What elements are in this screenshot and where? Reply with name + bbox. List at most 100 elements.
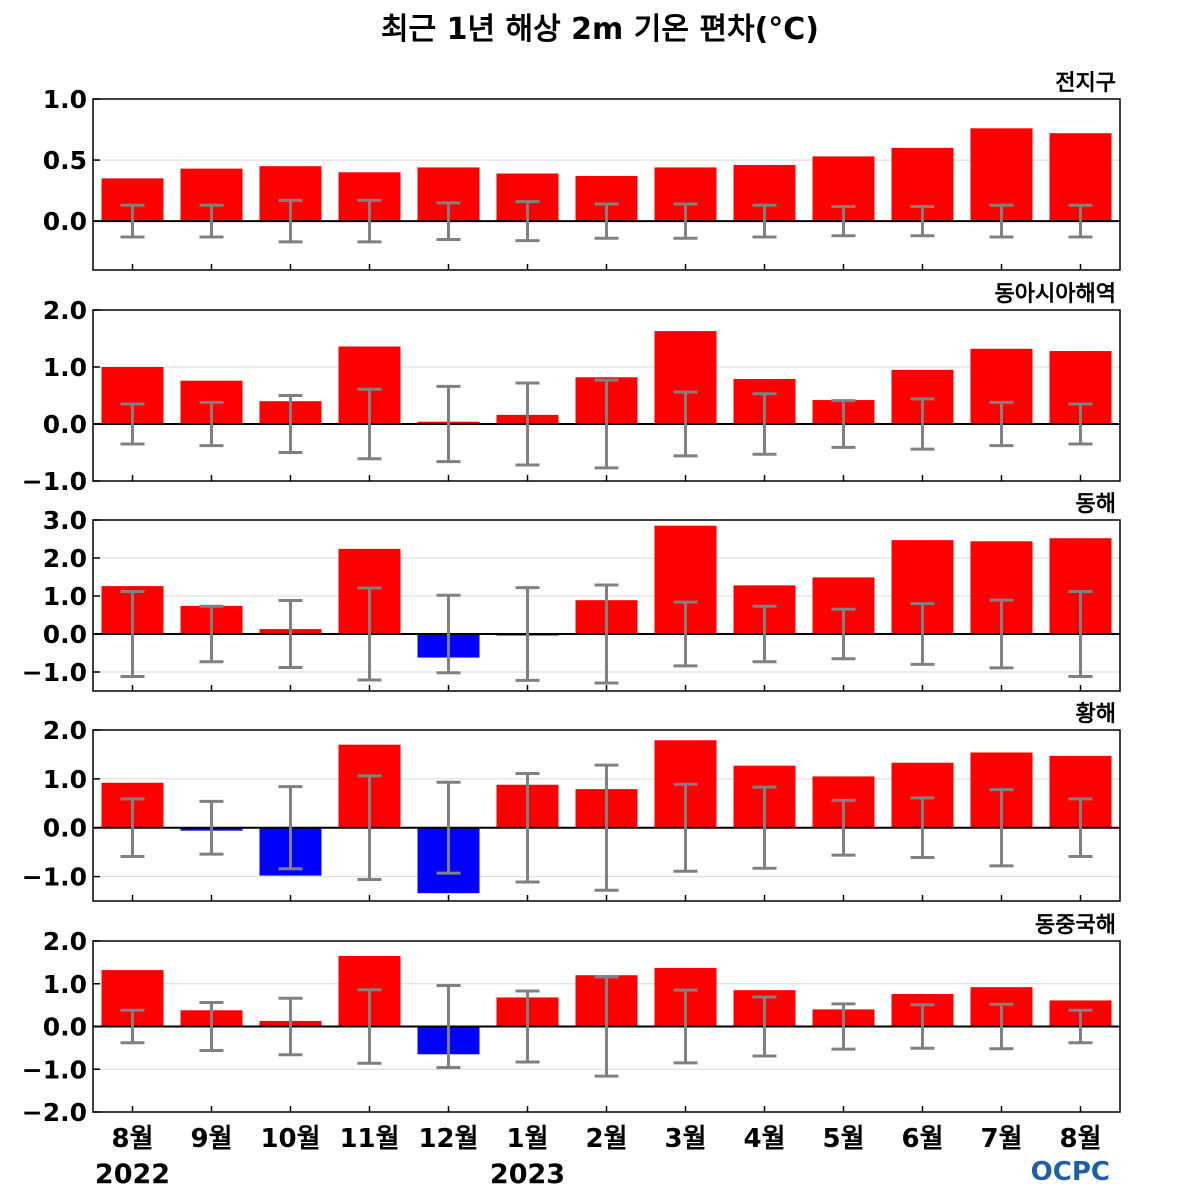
x-year-label: 2023 (490, 1159, 565, 1190)
error-bar (120, 402, 145, 446)
error-bar (199, 799, 224, 856)
error-bar (989, 203, 1014, 239)
x-tick-label: 3월 (664, 1124, 706, 1154)
y-tick-label: −1.0 (22, 467, 87, 496)
error-bar (515, 381, 540, 467)
y-tick-label: 0.0 (43, 410, 87, 439)
error-bar (831, 798, 856, 857)
error-bar (910, 1003, 935, 1050)
x-tick-label: 9월 (190, 1124, 232, 1154)
error-bar (357, 988, 382, 1065)
error-bar (673, 782, 698, 873)
x-tick-label: 4월 (743, 1124, 785, 1154)
error-bar (910, 204, 935, 238)
error-bar (989, 598, 1014, 670)
error-bar (278, 198, 303, 244)
error-bar (594, 763, 619, 892)
panel-region-label: 동중국해 (1035, 913, 1116, 938)
y-tick-label: 2.0 (43, 716, 87, 745)
x-tick-label: 8월 (1059, 1124, 1101, 1154)
y-tick-label: 0.5 (43, 146, 87, 175)
error-bar (120, 589, 145, 679)
y-tick-label: 0.0 (43, 814, 87, 843)
panel-4: 2.0 1.0 0.0 −1.0 −2.0 동중국해 (22, 913, 1121, 1127)
error-bar (673, 202, 698, 240)
error-bar (199, 400, 224, 448)
panel-region-label: 황해 (1076, 702, 1116, 727)
error-bar (436, 384, 461, 464)
x-tick-label: 5월 (822, 1124, 864, 1154)
error-bar (910, 796, 935, 860)
error-bar (436, 593, 461, 675)
error-bar (199, 1001, 224, 1052)
panel-2: 3.0 2.0 1.0 0.0 −1.0 동해 (22, 492, 1121, 692)
ocpc-logo: OCPC (1031, 1157, 1110, 1187)
error-bar (278, 394, 303, 454)
error-bar (120, 1008, 145, 1045)
error-bar (1068, 589, 1093, 679)
error-bar (199, 604, 224, 664)
error-bar (357, 586, 382, 682)
error-bar (120, 797, 145, 859)
error-bar (357, 774, 382, 882)
y-tick-label: 0.0 (43, 1013, 87, 1042)
panel-region-label: 동아시아해역 (995, 282, 1116, 307)
panel-3: 2.0 1.0 0.0 −1.0 황해 (22, 702, 1121, 902)
error-bar (594, 975, 619, 1078)
error-bar (752, 604, 777, 664)
error-bar (594, 583, 619, 685)
x-tick-label: 2월 (585, 1124, 627, 1154)
y-tick-label: 1.0 (43, 970, 87, 999)
error-bar (199, 203, 224, 239)
y-tick-label: 3.0 (43, 506, 87, 535)
error-bar (752, 203, 777, 239)
y-tick-label: 1.0 (43, 353, 87, 382)
error-bar (831, 399, 856, 449)
y-tick-label: 2.0 (43, 296, 87, 325)
y-tick-label: −1.0 (22, 863, 87, 892)
y-tick-label: 2.0 (43, 544, 87, 573)
error-bar (910, 602, 935, 666)
error-bar (436, 780, 461, 875)
error-bar (436, 201, 461, 241)
error-bar (278, 599, 303, 669)
error-bar (1068, 402, 1093, 446)
error-bar (673, 390, 698, 458)
error-bar (120, 203, 145, 239)
error-bar (989, 788, 1014, 868)
y-tick-label: −1.0 (22, 1055, 87, 1084)
y-tick-label: 1.0 (43, 582, 87, 611)
panel-1: 2.0 1.0 0.0 −1.0 동아시아해역 (22, 282, 1121, 496)
error-bar (278, 785, 303, 871)
y-tick-label: 2.0 (43, 927, 87, 956)
x-tick-label: 11월 (339, 1124, 399, 1154)
x-year-label: 2022 (95, 1159, 170, 1190)
x-tick-label: 7월 (980, 1124, 1022, 1154)
y-tick-label: −2.0 (22, 1098, 87, 1127)
x-tick-label: 12월 (418, 1124, 478, 1154)
error-bar (673, 988, 698, 1065)
error-bar (752, 785, 777, 870)
error-bar (989, 1002, 1014, 1051)
error-bar (278, 996, 303, 1057)
x-tick-label: 10월 (260, 1124, 320, 1154)
error-bar (594, 378, 619, 470)
error-bar (515, 989, 540, 1064)
x-tick-label: 6월 (901, 1124, 943, 1154)
error-bar (1068, 203, 1093, 239)
error-bar (673, 600, 698, 668)
x-tick-label: 1월 (506, 1124, 548, 1154)
y-tick-label: 0.0 (43, 620, 87, 649)
error-bar (831, 204, 856, 238)
panel-region-label: 전지구 (1055, 71, 1116, 96)
error-bar (436, 983, 461, 1070)
y-tick-label: 1.0 (43, 85, 87, 114)
error-bar (989, 400, 1014, 448)
error-bar (357, 198, 382, 244)
error-bar (1068, 797, 1093, 859)
panel-0: 1.0 0.5 0.0 전지구 (43, 71, 1121, 271)
error-bar (515, 200, 540, 243)
error-bar (515, 586, 540, 682)
error-bar (831, 1002, 856, 1051)
